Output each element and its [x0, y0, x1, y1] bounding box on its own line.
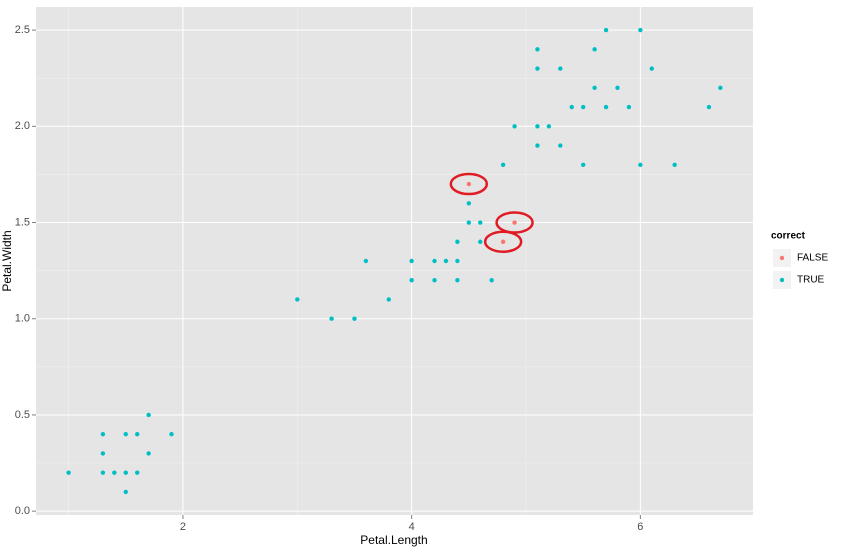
- y-tick-label: 2.0: [15, 120, 30, 132]
- point: [649, 66, 654, 71]
- point: [615, 85, 620, 91]
- point: [638, 27, 643, 33]
- point: [466, 181, 472, 187]
- point: [535, 124, 540, 129]
- point: [546, 124, 552, 129]
- point: [718, 85, 723, 91]
- point: [626, 104, 632, 110]
- legend-label: TRUE: [797, 275, 825, 286]
- point: [500, 162, 506, 167]
- point: [146, 412, 151, 418]
- point: [123, 489, 128, 495]
- highlight-ellipse: [483, 230, 523, 254]
- point: [580, 162, 586, 167]
- point: [603, 104, 609, 110]
- point: [123, 470, 128, 475]
- point: [363, 258, 369, 264]
- point: [489, 278, 494, 283]
- legend-swatch: [779, 255, 785, 261]
- point: [512, 124, 517, 129]
- y-tick-label: 0.0: [15, 505, 30, 517]
- point: [569, 104, 574, 110]
- point: [135, 470, 140, 475]
- point: [100, 470, 106, 475]
- point: [432, 258, 437, 264]
- y-tick-label: 0.5: [15, 409, 30, 421]
- point: [478, 239, 483, 244]
- plot-panel: [36, 7, 753, 515]
- marks: [66, 27, 723, 495]
- highlight-ellipse: [449, 172, 489, 196]
- point: [580, 104, 586, 110]
- point: [512, 220, 517, 225]
- point: [100, 431, 106, 437]
- point: [535, 47, 540, 52]
- point: [169, 431, 174, 437]
- point: [706, 104, 712, 110]
- point: [329, 316, 334, 321]
- point: [352, 316, 357, 321]
- x-tick-label: 2: [180, 521, 186, 533]
- point: [603, 27, 609, 33]
- point: [66, 470, 71, 475]
- point: [443, 258, 449, 264]
- highlight-ellipse: [495, 211, 534, 234]
- x-tick-label: 6: [637, 521, 643, 533]
- y-tick-label: 1.5: [15, 216, 30, 228]
- point: [386, 297, 391, 302]
- legend-swatch: [779, 277, 785, 283]
- point: [455, 239, 460, 244]
- point: [500, 239, 506, 244]
- point: [112, 470, 117, 475]
- point: [409, 258, 414, 264]
- point: [466, 201, 472, 206]
- point: [535, 66, 540, 71]
- point: [135, 431, 140, 437]
- point: [123, 431, 128, 437]
- y-axis-title: Petal.Width: [0, 230, 14, 291]
- point: [558, 66, 563, 71]
- legend-label: FALSE: [797, 253, 828, 264]
- point: [592, 85, 597, 91]
- point: [558, 143, 563, 148]
- point: [409, 278, 414, 283]
- y-tick-label: 2.5: [15, 24, 30, 36]
- x-tick-label: 4: [409, 521, 415, 533]
- point: [146, 451, 151, 456]
- grid: [36, 7, 753, 515]
- point: [638, 162, 643, 167]
- point: [100, 451, 106, 456]
- point: [455, 258, 460, 264]
- point: [295, 297, 300, 302]
- point: [672, 162, 677, 167]
- x-axis-title: Petal.Length: [360, 533, 427, 547]
- point: [592, 47, 597, 52]
- y-tick-label: 1.0: [15, 313, 30, 325]
- point: [466, 220, 472, 225]
- point: [455, 278, 460, 283]
- legend-title: correct: [771, 231, 806, 242]
- point: [432, 278, 437, 283]
- point: [478, 220, 483, 225]
- point: [535, 143, 540, 148]
